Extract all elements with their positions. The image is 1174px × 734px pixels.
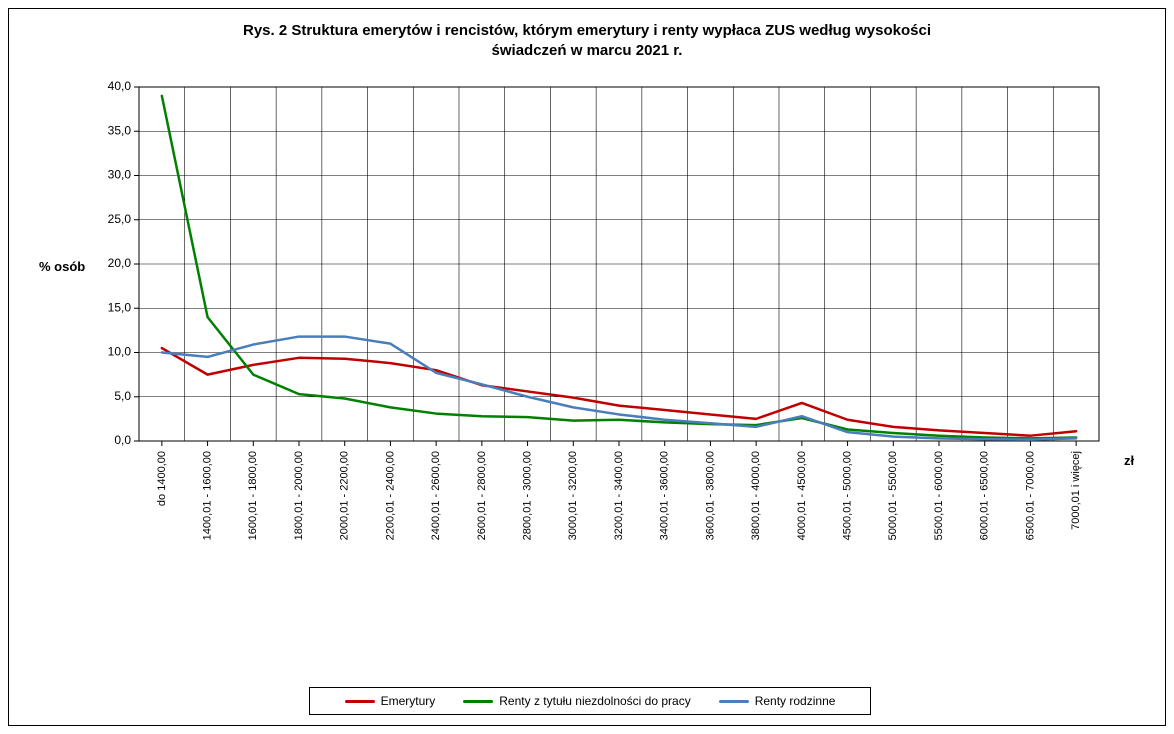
x-tick-label: 7000,01 i więcej	[1070, 451, 1082, 530]
y-tick-label: 25,0	[108, 212, 132, 226]
x-tick-label: 3400,01 - 3600,00	[659, 451, 671, 540]
series-line	[162, 337, 1076, 440]
series-line	[162, 96, 1076, 438]
legend-label: Emerytury	[381, 694, 436, 708]
x-tick-label: 5000,01 - 5500,00	[887, 451, 899, 540]
x-tick-label: 2200,01 - 2400,00	[384, 451, 396, 540]
legend-swatch	[345, 700, 375, 703]
chart-svg: 0,0 5,0 10,0 15,0 20,0 25,0 30,0 35,0 40,0 do 140…	[9, 9, 1167, 727]
legend-item: Renty z tytułu niezdolności do pracy	[463, 694, 690, 708]
x-tick-label: 1800,01 - 2000,00	[293, 451, 305, 540]
y-tick-label: 30,0	[108, 168, 132, 182]
y-tick-label: 0,0	[114, 433, 131, 447]
x-tick-label: 5500,01 - 6000,00	[933, 451, 945, 540]
legend-label: Renty z tytułu niezdolności do pracy	[499, 694, 690, 708]
y-tick-label: 5,0	[114, 389, 131, 403]
x-tick-label: 3800,01 - 4000,00	[750, 451, 762, 540]
x-tick-label: 2000,01 - 2200,00	[339, 451, 351, 540]
x-tick-label: 6500,01 - 7000,00	[1024, 451, 1036, 540]
x-tick-label: 3600,01 - 3800,00	[704, 451, 716, 540]
x-tick-label: do 1400,00	[156, 451, 168, 506]
legend-item: Emerytury	[345, 694, 436, 708]
outer-frame: Rys. 2 Struktura emerytów i rencistów, k…	[0, 0, 1174, 734]
x-tick-label: 6000,01 - 6500,00	[979, 451, 991, 540]
x-tick-label: 3200,01 - 3400,00	[613, 451, 625, 540]
legend-swatch	[463, 700, 493, 703]
x-tick-label: 2800,01 - 3000,00	[521, 451, 533, 540]
x-tick-label: 2600,01 - 2800,00	[476, 451, 488, 540]
x-tick-label: 4000,01 - 4500,00	[796, 451, 808, 540]
y-tick-label: 40,0	[108, 79, 132, 93]
y-tick-label: 15,0	[108, 300, 132, 314]
legend-swatch	[719, 700, 749, 703]
series-line	[162, 348, 1076, 436]
legend-label: Renty rodzinne	[755, 694, 836, 708]
x-tick-label: 2400,01 - 2600,00	[430, 451, 442, 540]
x-tick-label: 1400,01 - 1600,00	[201, 451, 213, 540]
y-tick-label: 10,0	[108, 345, 132, 359]
legend: Emerytury Renty z tytułu niezdolności do …	[309, 687, 871, 715]
x-tick-label: 4500,01 - 5000,00	[841, 451, 853, 540]
chart-frame: Rys. 2 Struktura emerytów i rencistów, k…	[8, 8, 1166, 726]
x-tick-label: 3000,01 - 3200,00	[567, 451, 579, 540]
x-tick-label: 1600,01 - 1800,00	[247, 451, 259, 540]
legend-item: Renty rodzinne	[719, 694, 836, 708]
y-tick-label: 35,0	[108, 123, 132, 137]
y-tick-label: 20,0	[108, 256, 132, 270]
